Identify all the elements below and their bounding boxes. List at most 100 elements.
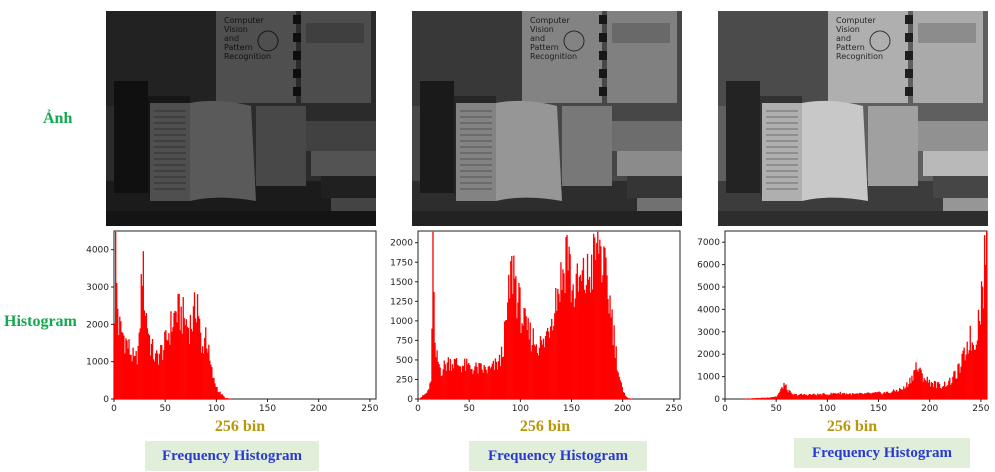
hist-bar xyxy=(585,284,588,399)
hist-bar xyxy=(910,383,912,399)
hist-bar xyxy=(945,386,947,399)
photo-checker xyxy=(905,69,913,78)
photo-book-title-line: and xyxy=(530,34,545,43)
hist-bar xyxy=(779,391,781,399)
hist-bar xyxy=(156,353,159,399)
y-tick-label: 5000 xyxy=(697,283,720,293)
photo-checker xyxy=(905,87,913,96)
hist-bar xyxy=(224,398,226,399)
hist-bar xyxy=(831,394,833,399)
hist-bar xyxy=(528,339,530,399)
hist-bar xyxy=(120,321,122,399)
hist-bar xyxy=(569,254,571,399)
hist-bar xyxy=(856,393,858,399)
hist-bar xyxy=(763,397,766,399)
hist-bar xyxy=(192,306,195,399)
hist-bar xyxy=(765,397,768,399)
hist-bar xyxy=(509,298,511,399)
hist-bar xyxy=(446,362,448,399)
hist-bar xyxy=(850,395,853,399)
hist-bar xyxy=(168,333,170,399)
photo-checker xyxy=(293,87,301,96)
hist-bar xyxy=(830,392,832,399)
hist-bar xyxy=(614,357,616,399)
histogram-row-label: Histogram xyxy=(4,313,77,330)
hist-bar xyxy=(158,364,160,399)
hist-bar xyxy=(176,322,178,399)
hist-bar xyxy=(182,297,184,399)
hist-bar xyxy=(792,395,794,399)
hist-bar xyxy=(932,387,935,399)
hist-bar xyxy=(444,364,446,399)
hist-bar xyxy=(210,364,212,399)
hist-bar xyxy=(144,315,147,399)
hist-bar xyxy=(443,360,445,399)
hist-bar xyxy=(533,344,535,399)
hist-bar xyxy=(884,393,886,399)
photo-checker xyxy=(599,33,607,42)
hist-bar xyxy=(451,364,454,399)
hist-bar xyxy=(828,394,830,399)
hist-bar xyxy=(129,354,131,399)
y-tick-label: 2000 xyxy=(697,350,720,360)
hist-bar xyxy=(426,392,428,399)
hist-bar xyxy=(610,317,612,399)
photo-book-networking xyxy=(562,106,612,186)
hist-bar xyxy=(913,370,915,399)
hist-bar xyxy=(471,369,473,399)
hist-bar xyxy=(164,331,166,399)
hist-bar xyxy=(612,345,614,399)
hist-bar xyxy=(950,384,952,399)
hist-bar xyxy=(474,366,476,399)
hist-bar xyxy=(852,393,855,399)
hist-bar xyxy=(963,347,965,399)
hist-bar xyxy=(190,328,193,399)
hist-bar xyxy=(185,319,187,399)
hist-bar xyxy=(493,369,496,399)
hist-bar xyxy=(938,383,941,399)
y-tick-label: 1000 xyxy=(390,317,413,327)
bin-label-3: 256 bin xyxy=(826,418,878,435)
hist-bar xyxy=(976,340,979,399)
hist-bar xyxy=(755,398,758,399)
hist-bar xyxy=(547,331,550,399)
hist-bar xyxy=(473,370,475,399)
hist-bar xyxy=(883,392,885,399)
hist-bar xyxy=(798,394,801,399)
hist-bar xyxy=(807,394,810,399)
hist-bar xyxy=(511,255,513,399)
hist-bar xyxy=(507,302,509,399)
hist-bar xyxy=(885,391,888,399)
hist-bar xyxy=(188,343,191,399)
photo-book-figure xyxy=(257,30,279,52)
hist-bar xyxy=(128,339,130,399)
hist-bar xyxy=(949,377,951,399)
hist-bar xyxy=(213,377,215,399)
hist-bar xyxy=(922,381,924,399)
hist-bar xyxy=(180,306,182,399)
hist-bar xyxy=(145,312,148,399)
hist-bar xyxy=(816,395,818,399)
hist-bar xyxy=(436,350,438,399)
photo-checker xyxy=(293,33,301,42)
histogram-1: 0 50 100 150 200 250 0 1000 2000 3000 4000 xyxy=(82,229,382,414)
hist-bar xyxy=(171,331,173,399)
hist-bar xyxy=(500,346,503,399)
hist-bar xyxy=(858,393,860,399)
hist-bar xyxy=(494,358,497,399)
photo-floor xyxy=(412,211,682,226)
y-tick-label: 7000 xyxy=(697,238,720,248)
hist-bar xyxy=(467,364,469,399)
hist-bar xyxy=(564,293,566,399)
hist-bar xyxy=(175,311,177,399)
hist-bar xyxy=(960,366,962,399)
y-tick-label: 1750 xyxy=(390,258,413,268)
hist-bar xyxy=(977,309,980,399)
photo-book-dark xyxy=(420,81,454,193)
hist-bar xyxy=(431,328,433,399)
hist-bar xyxy=(508,274,510,399)
hist-bar xyxy=(956,378,958,399)
hist-bar xyxy=(453,358,456,399)
hist-bar xyxy=(179,330,181,399)
